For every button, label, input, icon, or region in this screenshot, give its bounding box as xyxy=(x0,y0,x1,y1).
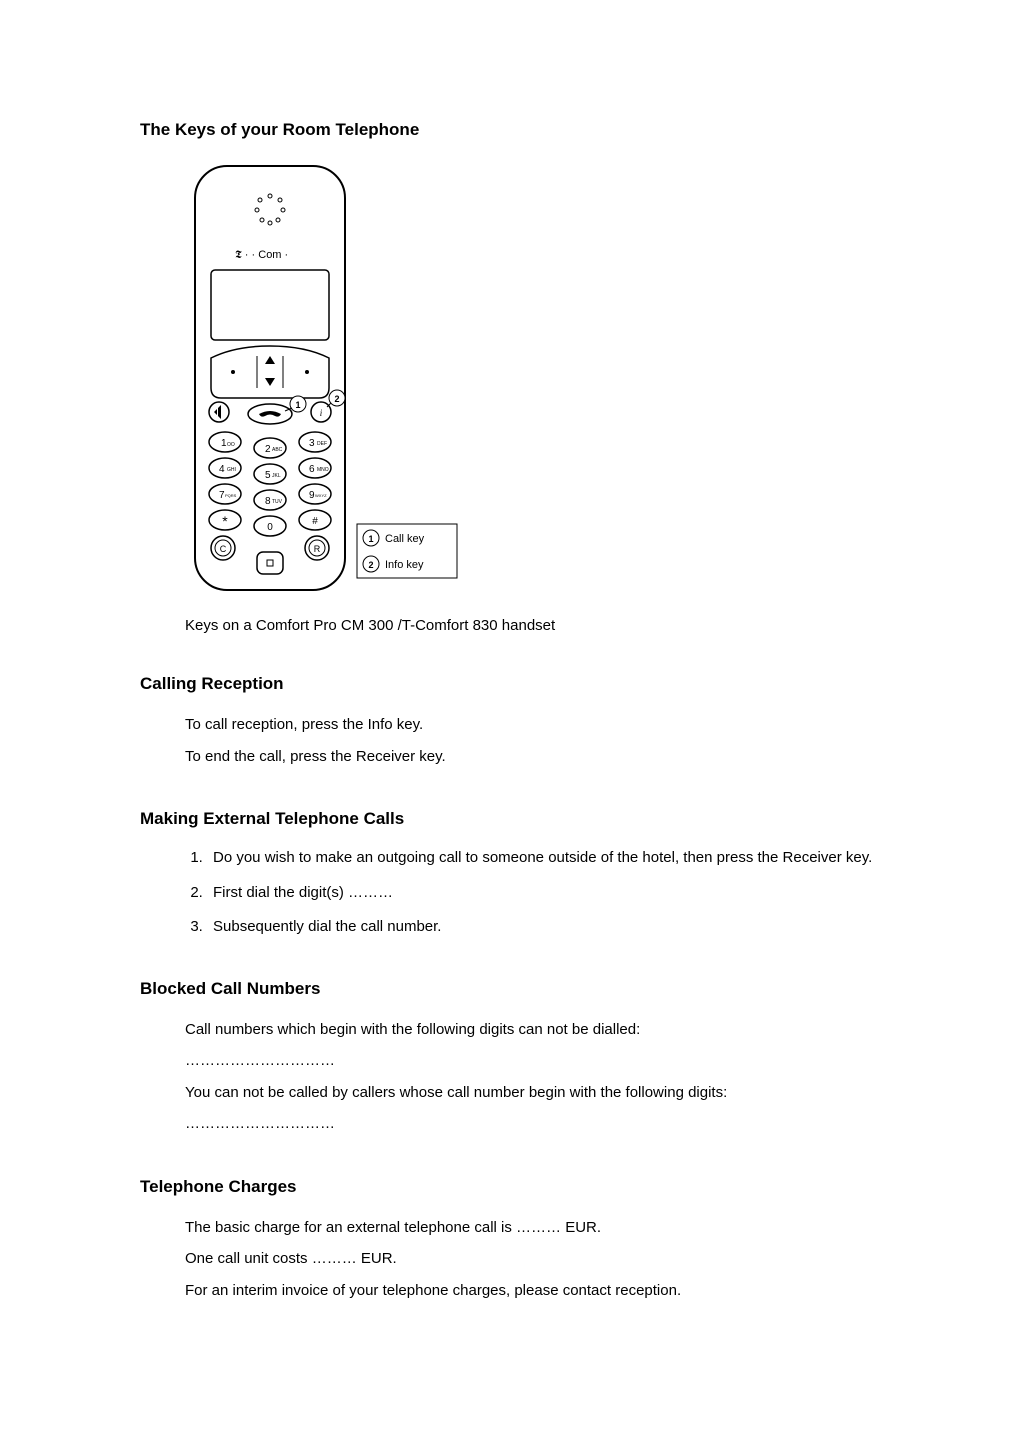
svg-text:R: R xyxy=(314,544,321,554)
heading-external-calls: Making External Telephone Calls xyxy=(140,809,880,829)
svg-text:6: 6 xyxy=(309,464,315,475)
svg-text:JKL: JKL xyxy=(272,473,281,479)
svg-text:2: 2 xyxy=(368,560,373,570)
charges-text-1: The basic charge for an external telepho… xyxy=(185,1215,880,1241)
legend-info-key: Info key xyxy=(385,559,424,571)
svg-text:DEF: DEF xyxy=(317,441,327,447)
svg-text:MNO: MNO xyxy=(317,467,329,473)
svg-text:2: 2 xyxy=(334,394,339,404)
svg-text:*: * xyxy=(222,513,228,529)
svg-text:#: # xyxy=(312,516,318,527)
svg-text:4: 4 xyxy=(219,464,225,475)
charges-text-2: One call unit costs ……… EUR. xyxy=(185,1246,880,1272)
handset-diagram: 𝕿 · · Com · i 1 xyxy=(185,158,880,603)
heading-telephone-charges: Telephone Charges xyxy=(140,1177,880,1197)
heading-keys: The Keys of your Room Telephone xyxy=(140,120,880,140)
svg-text:1: 1 xyxy=(295,400,300,410)
external-calls-list: Do you wish to make an outgoing call to … xyxy=(185,847,880,939)
svg-text:3: 3 xyxy=(309,438,315,449)
svg-text:OO: OO xyxy=(227,442,235,448)
charges-text-3: For an interim invoice of your telephone… xyxy=(185,1278,880,1304)
blocked-text-1: Call numbers which begin with the follow… xyxy=(185,1017,880,1043)
blocked-text-2: You can not be called by callers whose c… xyxy=(185,1080,880,1106)
svg-text:PQRS: PQRS xyxy=(225,493,237,498)
svg-text:i: i xyxy=(320,408,323,418)
svg-text:GHI: GHI xyxy=(227,467,236,473)
heading-calling-reception: Calling Reception xyxy=(140,674,880,694)
svg-text:ABC: ABC xyxy=(272,447,283,453)
svg-text:C: C xyxy=(220,544,227,554)
brand-text: 𝕿 · · Com · xyxy=(235,249,288,261)
heading-blocked-numbers: Blocked Call Numbers xyxy=(140,979,880,999)
external-item-1: Do you wish to make an outgoing call to … xyxy=(207,847,880,870)
svg-text:2: 2 xyxy=(265,444,271,455)
external-item-2: First dial the digit(s) ……… xyxy=(207,882,880,905)
svg-text:0: 0 xyxy=(267,522,273,533)
reception-text-2: To end the call, press the Receiver key. xyxy=(185,744,880,770)
svg-text:1: 1 xyxy=(368,534,373,544)
diagram-caption: Keys on a Comfort Pro CM 300 /T-Comfort … xyxy=(185,617,880,634)
external-item-3: Subsequently dial the call number. xyxy=(207,916,880,939)
legend-call-key: Call key xyxy=(385,533,425,545)
svg-text:5: 5 xyxy=(265,470,271,481)
svg-text:8: 8 xyxy=(265,496,271,507)
blocked-fill-2: ………………………… xyxy=(185,1111,880,1137)
svg-text:WXYZ: WXYZ xyxy=(315,493,327,498)
svg-text:TUV: TUV xyxy=(272,499,283,505)
blocked-fill-1: ………………………… xyxy=(185,1048,880,1074)
reception-text-1: To call reception, press the Info key. xyxy=(185,712,880,738)
